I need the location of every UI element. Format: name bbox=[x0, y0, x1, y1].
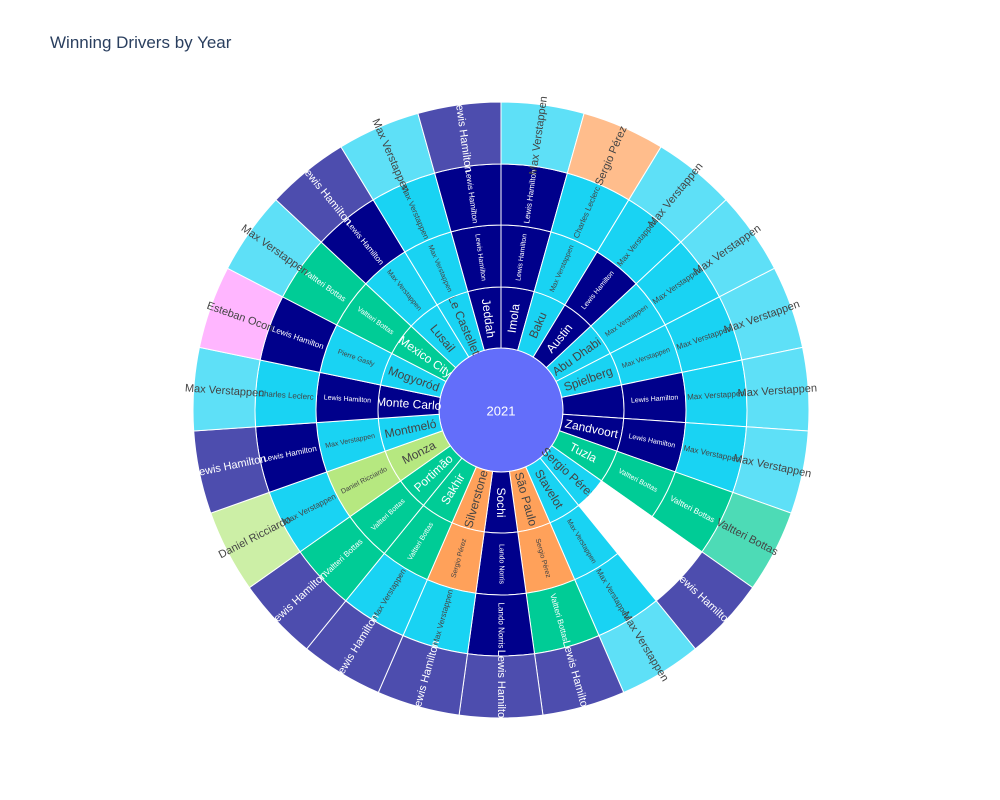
driver-sector[interactable] bbox=[681, 359, 748, 428]
chart-title: Winning Drivers by Year bbox=[50, 33, 232, 52]
driver-sector[interactable] bbox=[466, 592, 536, 657]
driver-sector[interactable] bbox=[192, 346, 261, 432]
root-sector[interactable] bbox=[438, 347, 564, 473]
driver-sector[interactable] bbox=[458, 653, 544, 719]
driver-sector[interactable] bbox=[741, 346, 810, 432]
driver-sector[interactable] bbox=[417, 101, 502, 174]
